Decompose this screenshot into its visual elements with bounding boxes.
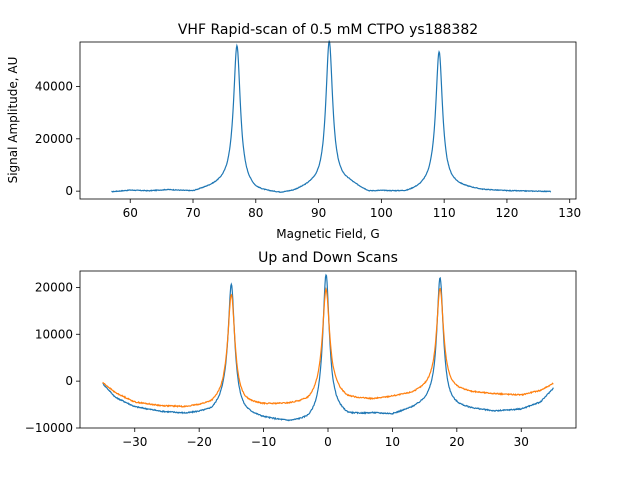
x-tick-label: 90: [311, 206, 326, 220]
x-axis-bottom: −30 −20 −10 0 10 20 30: [122, 428, 529, 449]
y-tick-label: 0: [65, 184, 73, 198]
x-tick-label: −20: [187, 435, 212, 449]
chart-bottom: −30 −20 −10 0 10 20 30 −10000 0 10000 20000 Up an…: [25, 250, 577, 449]
x-tick-label: −10: [251, 435, 276, 449]
x-tick-label: 0: [324, 435, 332, 449]
plot-area-bottom: [102, 273, 554, 422]
x-tick-label: 80: [248, 206, 263, 220]
y-axis-bottom: −10000 0 10000 20000: [25, 280, 80, 435]
x-tick-label: 100: [370, 206, 393, 220]
plot-area-top: [111, 39, 552, 193]
x-tick-label: 70: [185, 206, 200, 220]
x-axis-label-top: Magnetic Field, G: [276, 227, 379, 241]
x-tick-label: 10: [385, 435, 400, 449]
y-tick-label: 10000: [35, 327, 73, 341]
x-tick-label: 30: [514, 435, 529, 449]
x-tick-label: 130: [558, 206, 581, 220]
y-axis-top: 0 20000 40000: [35, 79, 80, 198]
y-axis-label-top: Signal Amplitude, AU: [6, 57, 20, 184]
y-tick-label: 20000: [35, 280, 73, 294]
chart-top: 60 70 80 90 100 110 120 130 0 20000 40000 VHF Rap…: [6, 22, 581, 241]
y-tick-label: 40000: [35, 79, 73, 93]
series-line-2: [102, 287, 554, 408]
x-tick-label: 60: [123, 206, 138, 220]
y-tick-label: 0: [65, 374, 73, 388]
axes-frame-top: [79, 41, 577, 200]
x-tick-label: −30: [122, 435, 147, 449]
series-line-1: [111, 39, 552, 193]
y-tick-label: 20000: [35, 132, 73, 146]
y-tick-label: −10000: [25, 421, 73, 435]
chart-title-top: VHF Rapid-scan of 0.5 mM CTPO ys188382: [178, 22, 478, 38]
x-tick-label: 120: [495, 206, 518, 220]
x-tick-label: 110: [433, 206, 456, 220]
x-axis-top: 60 70 80 90 100 110 120 130: [123, 199, 581, 220]
chart-title-bottom: Up and Down Scans: [258, 250, 398, 266]
x-tick-label: 20: [449, 435, 464, 449]
